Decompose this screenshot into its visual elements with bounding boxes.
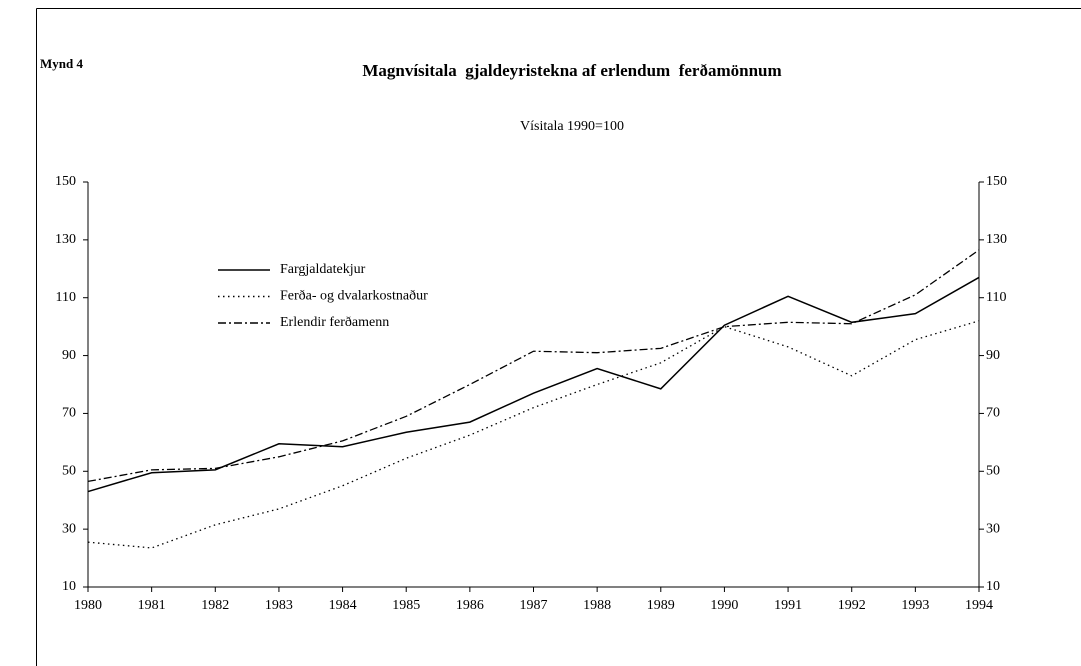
x-tick-label: 1989 [647,598,675,613]
x-tick-label: 1990 [710,598,738,613]
series-line [87,249,980,483]
x-tick-label: 1992 [838,598,866,613]
y-tick-label: 10 [62,579,76,594]
series-line [87,276,980,493]
y-tick-label: 90 [62,348,76,363]
x-tick-label: 1985 [392,598,420,613]
chart-subtitle: Vísitala 1990=100 [520,119,624,134]
x-tick-label: 1983 [265,598,293,613]
y-tick-label: 30 [62,521,76,536]
x-tick-label: 1981 [138,598,166,613]
y-tick-label: 50 [62,464,76,479]
y2-tick-label: 130 [986,232,1007,247]
y2-tick-label: 50 [986,464,1000,479]
y-tick-label: 70 [62,406,76,421]
legend-label: Erlendir ferðamenn [280,315,389,330]
legend-label: Fargjaldatekjur [280,262,366,277]
y2-tick-label: 110 [986,290,1006,305]
legend-label: Ferða- og dvalarkostnaður [280,289,428,304]
x-tick-label: 1994 [965,598,993,613]
x-tick-label: 1993 [901,598,929,613]
y2-tick-label: 10 [986,579,1000,594]
y2-tick-label: 150 [986,174,1007,189]
x-tick-label: 1988 [583,598,611,613]
y-tick-label: 150 [55,174,76,189]
y-tick-label: 110 [56,290,76,305]
x-tick-label: 1980 [74,598,102,613]
x-tick-label: 1987 [520,598,548,613]
x-tick-label: 1982 [201,598,229,613]
y2-tick-label: 70 [986,406,1000,421]
y2-tick-label: 30 [986,521,1000,536]
figure-label: Mynd 4 [40,56,83,71]
x-tick-label: 1986 [456,598,484,613]
chart-title: Magnvísitala gjaldeyristekna af erlendum… [362,61,781,80]
y-tick-label: 130 [55,232,76,247]
x-tick-label: 1991 [774,598,802,613]
y2-tick-label: 90 [986,348,1000,363]
x-tick-label: 1984 [329,598,357,613]
series-line [87,320,980,549]
